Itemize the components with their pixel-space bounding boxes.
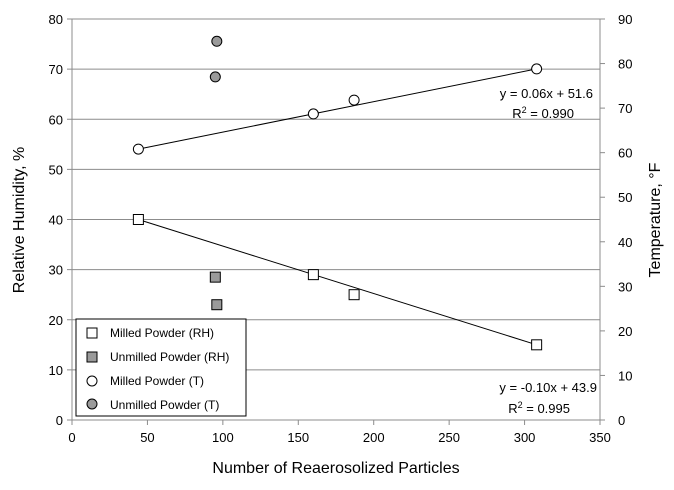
legend-item-milled-rh: Milled Powder (RH) — [86, 326, 214, 340]
y2-tick-label: 60 — [618, 146, 632, 161]
x-tick-label: 0 — [68, 430, 75, 445]
r2-value: = 0.990 — [527, 106, 574, 121]
r2-superscript: 2 — [518, 400, 523, 410]
y2-tick-label: 30 — [618, 279, 632, 294]
y2-tick-label: 40 — [618, 235, 632, 250]
legend-item-milled-t: Milled Powder (T) — [86, 374, 204, 388]
data-point-square — [531, 339, 543, 351]
y-tick-label: 60 — [49, 112, 63, 127]
y-tick-label: 20 — [49, 313, 63, 328]
legend: Milled Powder (RH) Unmilled Powder (RH) … — [75, 318, 247, 417]
humidity-fit-r2: R2 = 0.995 — [508, 400, 570, 416]
temperature-fit-r2: R2 = 0.990 — [512, 105, 574, 121]
square-marker-icon — [86, 327, 98, 339]
square-marker-icon — [86, 351, 98, 363]
r2-letter: R — [512, 106, 521, 121]
y2-tick-label: 10 — [618, 368, 632, 383]
circle-marker-icon — [86, 375, 98, 387]
y2-tick-label: 0 — [618, 413, 625, 428]
y-tick-label: 10 — [49, 363, 63, 378]
y2-tick-label: 20 — [618, 324, 632, 339]
y-tick-label: 0 — [56, 413, 63, 428]
r2-superscript: 2 — [522, 105, 527, 115]
y-tick-label: 80 — [49, 12, 63, 27]
data-point-circle — [531, 63, 543, 75]
x-tick-label: 250 — [438, 430, 460, 445]
data-point-square — [209, 271, 221, 283]
y-tick-label: 70 — [49, 62, 63, 77]
y2-axis-title: Temperature, °F — [647, 162, 664, 277]
data-point-square — [211, 299, 223, 311]
data-point-circle — [348, 94, 360, 106]
x-tick-label: 200 — [363, 430, 385, 445]
temperature-fit-annotation: y = 0.06x + 51.6 R2 = 0.990 — [500, 86, 593, 121]
y2-tick-label: 70 — [618, 101, 632, 116]
data-point-circle — [211, 35, 223, 47]
data-point-circle — [307, 108, 319, 120]
legend-label: Unmilled Powder (T) — [110, 398, 219, 412]
trendlines — [138, 68, 537, 346]
humidity-fit-annotation: y = -0.10x + 43.9 R2 = 0.995 — [499, 380, 597, 416]
data-point-circle — [209, 71, 221, 83]
y2-tick-label: 80 — [618, 57, 632, 72]
legend-label: Unmilled Powder (RH) — [110, 350, 229, 364]
y2-tick-label: 50 — [618, 190, 632, 205]
temperature-fit-equation: y = 0.06x + 51.6 — [500, 86, 593, 101]
legend-item-unmilled-rh: Unmilled Powder (RH) — [86, 350, 229, 364]
circle-marker-icon — [86, 398, 98, 410]
trendline — [138, 68, 537, 150]
y-tick-label: 30 — [49, 263, 63, 278]
x-tick-label: 100 — [212, 430, 234, 445]
r2-value: = 0.995 — [523, 401, 570, 416]
data-point-square — [348, 289, 360, 301]
x-tick-label: 50 — [140, 430, 154, 445]
y-tick-label: 50 — [49, 162, 63, 177]
r2-letter: R — [508, 401, 517, 416]
data-point-square — [307, 269, 319, 281]
data-points — [132, 35, 543, 351]
legend-item-unmilled-t: Unmilled Powder (T) — [86, 398, 219, 412]
data-point-circle — [132, 143, 144, 155]
x-axis-title: Number of Reaerosolized Particles — [212, 460, 459, 477]
humidity-fit-equation: y = -0.10x + 43.9 — [499, 380, 597, 395]
legend-label: Milled Powder (RH) — [110, 326, 214, 340]
trendline — [138, 219, 537, 346]
y2-tick-label: 90 — [618, 12, 632, 27]
y-axis-title: Relative Humidity, % — [11, 147, 28, 293]
x-tick-label: 300 — [514, 430, 536, 445]
data-point-square — [132, 214, 144, 225]
tick-labels: 0 10 20 30 40 50 60 70 80 0 10 20 30 40 50 60 70 80 90 0 50 1… — [49, 12, 633, 445]
legend-box — [75, 318, 247, 417]
y-tick-label: 40 — [49, 213, 63, 228]
x-tick-label: 350 — [589, 430, 611, 445]
x-tick-label: 150 — [287, 430, 309, 445]
legend-label: Milled Powder (T) — [110, 374, 204, 388]
